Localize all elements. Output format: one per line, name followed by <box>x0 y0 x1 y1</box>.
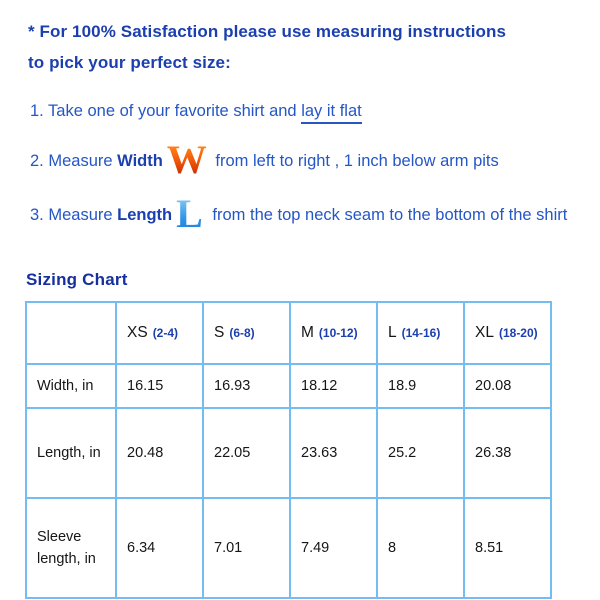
row-label-length: Length, in <box>25 407 117 499</box>
cell-length-xl: 26.38 <box>463 407 552 499</box>
size-range-xs: (2-4) <box>152 326 179 340</box>
cell-width-xl: 20.08 <box>463 363 552 409</box>
table-header-cell-xl: XL (18-20) <box>463 301 552 365</box>
table-header-cell-xs: XS (2-4) <box>115 301 204 365</box>
step-2-keyword: Width <box>117 152 163 170</box>
cell-width-xs: 16.15 <box>115 363 204 409</box>
cell-sleeve-s: 7.01 <box>202 497 291 599</box>
step-1-text: Take one of your favorite shirt and <box>43 102 302 120</box>
step-3-keyword: Length <box>117 206 173 224</box>
size-label-s: S <box>214 324 225 341</box>
step-2-text-pre: Measure <box>43 152 118 170</box>
table-row: Sleeve length, in 6.34 7.01 7.49 8 8.51 <box>25 497 552 599</box>
width-letter-icon: W <box>166 137 207 182</box>
table-corner-cell <box>25 301 117 365</box>
cell-width-l: 18.9 <box>376 363 465 409</box>
cell-sleeve-xs: 6.34 <box>115 497 204 599</box>
table-header-row: XS (2-4) S (6-8) M (10-12) L (14-16) XL (18-2… <box>25 301 552 365</box>
cell-length-l: 25.2 <box>376 407 465 499</box>
length-letter-icon: L <box>176 191 203 236</box>
cell-length-s: 22.05 <box>202 407 291 499</box>
cell-length-xs: 20.48 <box>115 407 204 499</box>
table-body: Width, in 16.15 16.93 18.12 18.9 20.08 L… <box>25 363 552 599</box>
sizing-chart-title: Sizing Chart <box>26 270 128 289</box>
size-range-m: (10-12) <box>318 326 358 340</box>
cell-sleeve-xl: 8.51 <box>463 497 552 599</box>
sizing-chart-table: XS (2-4) S (6-8) M (10-12) L (14-16) XL (18-2… <box>25 301 552 599</box>
size-range-l: (14-16) <box>401 326 441 340</box>
table-header: XS (2-4) S (6-8) M (10-12) L (14-16) XL (18-2… <box>25 301 552 365</box>
step-2-number: 2. <box>30 152 44 170</box>
instruction-step-1: 1. Take one of your favorite shirt and l… <box>30 96 586 126</box>
step-1-emphasis: lay it flat <box>301 102 362 124</box>
cell-length-m: 23.63 <box>289 407 378 499</box>
intro-line-1: * For 100% Satisfaction please use measu… <box>28 22 507 41</box>
row-label-width: Width, in <box>25 363 117 409</box>
size-label-xl: XL <box>475 324 494 341</box>
intro-heading: * For 100% Satisfaction please use measu… <box>28 16 568 78</box>
instruction-step-2: 2. Measure Width W from left to right , 1… <box>30 140 586 180</box>
table-header-cell-l: L (14-16) <box>376 301 465 365</box>
size-range-xl: (18-20) <box>498 326 538 340</box>
step-3-number: 3. <box>30 206 44 224</box>
step-3-text-post: from the top neck seam to the bottom of … <box>207 206 568 224</box>
table-row: Width, in 16.15 16.93 18.12 18.9 20.08 <box>25 363 552 409</box>
step-2-text-post: from left to right , 1 inch below arm pi… <box>210 152 499 170</box>
step-1-number: 1. <box>30 102 44 120</box>
step-3-text-pre: Measure <box>43 206 118 224</box>
table-header-cell-s: S (6-8) <box>202 301 291 365</box>
cell-width-m: 18.12 <box>289 363 378 409</box>
row-label-sleeve-length: Sleeve length, in <box>25 497 117 599</box>
cell-sleeve-m: 7.49 <box>289 497 378 599</box>
size-label-xs: XS <box>127 324 148 341</box>
sizing-chart-table-wrap: XS (2-4) S (6-8) M (10-12) L (14-16) XL (18-2… <box>25 301 552 599</box>
table-row: Length, in 20.48 22.05 23.63 25.2 26.38 <box>25 407 552 499</box>
cell-sleeve-l: 8 <box>376 497 465 599</box>
size-range-s: (6-8) <box>229 326 255 340</box>
intro-line-2: to pick your perfect size: <box>28 53 231 72</box>
table-header-cell-m: M (10-12) <box>289 301 378 365</box>
instruction-steps: 1. Take one of your favorite shirt and l… <box>30 96 586 234</box>
size-label-l: L <box>388 324 397 341</box>
instruction-step-3: 3. Measure Length L from the top neck sea… <box>30 194 586 234</box>
cell-width-s: 16.93 <box>202 363 291 409</box>
size-label-m: M <box>301 324 314 341</box>
